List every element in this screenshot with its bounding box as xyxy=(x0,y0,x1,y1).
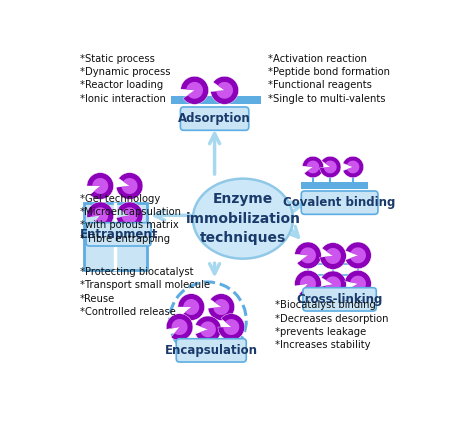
Text: *Biocatalyst binding: *Biocatalyst binding xyxy=(274,301,375,310)
Text: *Single to multi-valents: *Single to multi-valents xyxy=(268,94,385,103)
Text: *with porous matrix: *with porous matrix xyxy=(80,220,178,230)
Text: *Reuse: *Reuse xyxy=(80,294,115,304)
FancyBboxPatch shape xyxy=(301,191,378,214)
Wedge shape xyxy=(183,299,199,315)
Wedge shape xyxy=(307,161,319,173)
Text: *Gel technology: *Gel technology xyxy=(80,194,160,204)
Wedge shape xyxy=(87,202,114,229)
Ellipse shape xyxy=(193,179,293,259)
Wedge shape xyxy=(172,319,188,335)
Text: Covalent binding: Covalent binding xyxy=(283,196,396,209)
Wedge shape xyxy=(92,207,108,223)
Wedge shape xyxy=(350,247,366,263)
Wedge shape xyxy=(319,242,346,269)
Wedge shape xyxy=(320,271,346,297)
Wedge shape xyxy=(166,313,193,340)
Text: Entrapment: Entrapment xyxy=(79,228,158,241)
Wedge shape xyxy=(216,82,233,99)
FancyBboxPatch shape xyxy=(83,203,147,270)
Text: *Static process: *Static process xyxy=(80,54,155,64)
Wedge shape xyxy=(319,156,341,178)
Text: Enzyme
immobilization
techniques: Enzyme immobilization techniques xyxy=(185,192,301,245)
Wedge shape xyxy=(325,248,341,264)
Wedge shape xyxy=(117,202,143,229)
Wedge shape xyxy=(181,76,209,104)
FancyBboxPatch shape xyxy=(86,223,151,246)
Text: * Fibre entrapping: * Fibre entrapping xyxy=(80,234,170,244)
Wedge shape xyxy=(324,161,337,173)
Wedge shape xyxy=(300,276,316,292)
Text: *Reactor loading: *Reactor loading xyxy=(80,80,163,90)
Text: *Controlled release: *Controlled release xyxy=(80,307,175,317)
Text: *Dynamic process: *Dynamic process xyxy=(80,67,170,77)
Wedge shape xyxy=(223,319,239,335)
Bar xyxy=(171,96,261,103)
Wedge shape xyxy=(347,161,359,173)
Wedge shape xyxy=(346,242,371,268)
Text: *Functional reagents: *Functional reagents xyxy=(268,80,372,90)
Text: *Decreases desorption: *Decreases desorption xyxy=(274,313,388,324)
Wedge shape xyxy=(213,299,229,315)
Wedge shape xyxy=(295,270,321,297)
Text: *Microencapsulation: *Microencapsulation xyxy=(80,207,182,217)
Wedge shape xyxy=(201,321,216,337)
Wedge shape xyxy=(210,76,238,104)
FancyBboxPatch shape xyxy=(303,288,376,311)
Text: *Protecting biocatalyst: *Protecting biocatalyst xyxy=(80,267,193,277)
Wedge shape xyxy=(350,276,366,292)
Text: *Activation reaction: *Activation reaction xyxy=(268,54,367,64)
Text: *Increases stability: *Increases stability xyxy=(274,340,370,350)
Text: Cross-linking: Cross-linking xyxy=(296,293,383,306)
Wedge shape xyxy=(116,173,143,199)
Wedge shape xyxy=(218,313,245,340)
FancyBboxPatch shape xyxy=(181,107,249,130)
Text: *Peptide bond formation: *Peptide bond formation xyxy=(268,67,390,77)
Wedge shape xyxy=(195,316,221,343)
Wedge shape xyxy=(345,270,371,297)
Wedge shape xyxy=(178,294,205,320)
Wedge shape xyxy=(302,156,324,178)
Text: *Transport small molecule: *Transport small molecule xyxy=(80,280,210,291)
Wedge shape xyxy=(92,178,108,194)
Bar xyxy=(301,182,368,189)
FancyBboxPatch shape xyxy=(176,339,246,362)
Wedge shape xyxy=(122,207,137,223)
Wedge shape xyxy=(208,294,235,320)
Wedge shape xyxy=(87,173,114,199)
Wedge shape xyxy=(343,156,364,178)
Text: *Ionic interaction: *Ionic interaction xyxy=(80,94,165,103)
Wedge shape xyxy=(186,82,203,99)
Wedge shape xyxy=(300,247,316,263)
Wedge shape xyxy=(295,242,321,268)
Text: Encapsulation: Encapsulation xyxy=(165,344,258,357)
Wedge shape xyxy=(325,276,341,292)
Wedge shape xyxy=(122,178,137,194)
Text: Adsorption: Adsorption xyxy=(178,112,251,125)
Text: *prevents leakage: *prevents leakage xyxy=(274,327,366,337)
